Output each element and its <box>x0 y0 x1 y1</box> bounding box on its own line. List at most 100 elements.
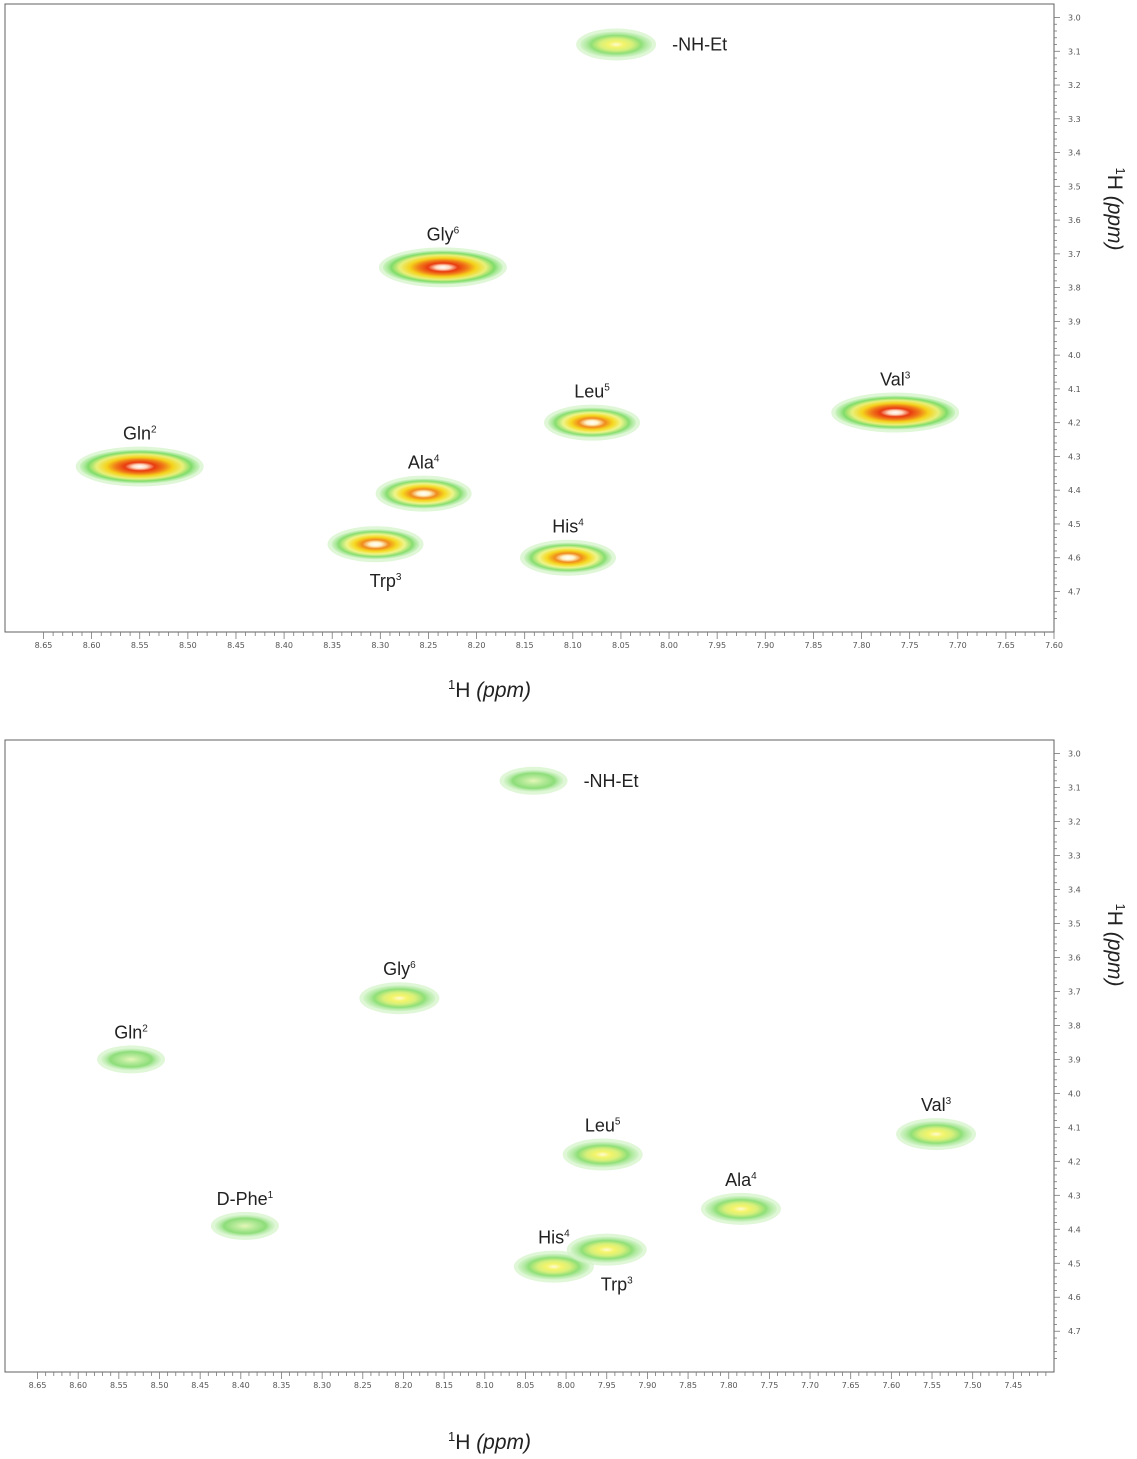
y-tick-label: 4.1 <box>1068 385 1081 394</box>
y-tick-label: 3.0 <box>1068 750 1081 759</box>
peak-leu5 <box>548 407 637 438</box>
x-tick-label: 8.40 <box>232 1381 250 1390</box>
y-tick-label: 3.3 <box>1068 852 1081 861</box>
peak-label: Val3 <box>880 370 911 390</box>
y-tick-label: 3.4 <box>1068 149 1081 158</box>
spectrum-panel-2: 8.65 8.60 8.55 8.50 8.45 8.40 8.35 8.30 8.25 8.20… <box>4 739 1128 1454</box>
peak-d-phe1 <box>214 1214 275 1237</box>
x-tick-label: 8.65 <box>35 641 53 650</box>
peak-label: His4 <box>552 517 584 537</box>
y-tick-label: 4.4 <box>1068 486 1081 495</box>
x-tick-label: 7.90 <box>639 1381 657 1390</box>
y-tick-label: 3.2 <box>1068 81 1081 90</box>
x-tick-label: 7.45 <box>1004 1381 1022 1390</box>
x-tick-label: 7.60 <box>1045 641 1063 650</box>
x-tick-label: 8.00 <box>660 641 678 650</box>
peak-label: Leu5 <box>574 382 610 402</box>
x-tick-label: 8.25 <box>354 1381 372 1390</box>
x-tick-label: 8.55 <box>131 641 149 650</box>
peak-label: Ala4 <box>408 453 440 473</box>
x-tick-label: 8.05 <box>517 1381 535 1390</box>
y-axis-title: 1H (ppm) <box>1103 903 1128 986</box>
y-tick-label: 3.8 <box>1068 284 1081 293</box>
x-tick-label: 7.65 <box>842 1381 860 1390</box>
y-tick-label: 3.6 <box>1068 953 1081 962</box>
peak-label: Trp3 <box>601 1275 633 1295</box>
x-tick-label: 8.40 <box>275 641 293 650</box>
x-tick-label: 7.75 <box>901 641 919 650</box>
peak-gly6 <box>363 985 436 1012</box>
x-tick-label: 8.15 <box>516 641 534 650</box>
y-tick-label: 3.8 <box>1068 1021 1081 1030</box>
x-axis-title: 1H (ppm) <box>448 677 531 702</box>
y-tick-label: 4.3 <box>1068 1191 1081 1200</box>
x-tick-label: 7.55 <box>923 1381 941 1390</box>
x-tick-label: 7.60 <box>882 1381 900 1390</box>
x-tick-label: 7.85 <box>679 1381 697 1390</box>
peak-gln2 <box>79 449 200 484</box>
y-tick-label: 4.4 <box>1068 1225 1081 1234</box>
peak-trp3 <box>331 529 420 560</box>
peak-ala4 <box>379 478 468 509</box>
peak-his4 <box>517 1253 590 1280</box>
y-tick-label: 4.5 <box>1068 520 1081 529</box>
x-tick-label: 8.00 <box>557 1381 575 1390</box>
y-tick-label: 3.2 <box>1068 818 1081 827</box>
x-tick-label: 7.95 <box>708 641 726 650</box>
x-tick-label: 8.20 <box>395 1381 413 1390</box>
peak-label: -NH-Et <box>672 35 727 55</box>
x-tick-label: 8.25 <box>420 641 438 650</box>
x-tick-label: 7.90 <box>756 641 774 650</box>
x-tick-label: 8.35 <box>323 641 341 650</box>
peak-label: Leu5 <box>585 1116 621 1136</box>
peak--nh-et <box>580 31 653 58</box>
y-tick-label: 4.6 <box>1068 1293 1081 1302</box>
peak-label: Ala4 <box>725 1170 757 1190</box>
x-tick-label: 8.35 <box>273 1381 291 1390</box>
y-tick-label: 4.1 <box>1068 1123 1081 1132</box>
x-tick-label: 7.95 <box>598 1381 616 1390</box>
peak-label: Trp3 <box>370 571 402 591</box>
x-tick-label: 7.50 <box>964 1381 982 1390</box>
y-tick-label: 4.5 <box>1068 1259 1081 1268</box>
peak-trp3 <box>570 1236 643 1263</box>
peak-label: Gly6 <box>427 224 460 244</box>
x-tick-label: 8.65 <box>29 1381 47 1390</box>
peak-label: -NH-Et <box>584 771 639 791</box>
peak-gly6 <box>382 250 503 285</box>
x-tick-label: 7.85 <box>804 641 822 650</box>
y-tick-label: 3.7 <box>1068 250 1081 259</box>
y-tick-label: 3.5 <box>1068 182 1081 191</box>
y-tick-label: 3.9 <box>1068 1055 1081 1064</box>
y-tick-label: 4.2 <box>1068 1157 1081 1166</box>
x-tick-label: 8.20 <box>468 641 486 650</box>
x-tick-label: 8.45 <box>227 641 245 650</box>
x-tick-label: 8.55 <box>110 1381 128 1390</box>
y-tick-label: 4.0 <box>1068 1089 1081 1098</box>
y-tick-label: 3.0 <box>1068 14 1081 23</box>
x-tick-label: 7.75 <box>760 1381 778 1390</box>
x-tick-label: 8.50 <box>151 1381 169 1390</box>
x-tick-label: 7.80 <box>720 1381 738 1390</box>
x-tick-label: 8.15 <box>435 1381 453 1390</box>
y-tick-label: 4.6 <box>1068 554 1081 563</box>
y-axis-title: 1H (ppm) <box>1103 167 1128 250</box>
peak-val3 <box>900 1121 973 1148</box>
peak-label: Gln2 <box>123 424 157 444</box>
peak-ala4 <box>704 1195 777 1222</box>
peak-leu5 <box>566 1141 639 1168</box>
x-tick-label: 8.30 <box>371 641 389 650</box>
y-tick-label: 4.3 <box>1068 452 1081 461</box>
y-tick-label: 3.3 <box>1068 115 1081 124</box>
peak-his4 <box>523 542 612 573</box>
x-tick-label: 7.80 <box>853 641 871 650</box>
x-tick-label: 8.30 <box>313 1381 331 1390</box>
y-tick-label: 4.2 <box>1068 419 1081 428</box>
y-tick-label: 3.4 <box>1068 886 1081 895</box>
x-tick-label: 8.10 <box>476 1381 494 1390</box>
y-tick-label: 3.1 <box>1068 47 1081 56</box>
x-tick-label: 7.65 <box>997 641 1015 650</box>
y-tick-label: 3.7 <box>1068 987 1081 996</box>
y-tick-label: 4.0 <box>1068 351 1081 360</box>
